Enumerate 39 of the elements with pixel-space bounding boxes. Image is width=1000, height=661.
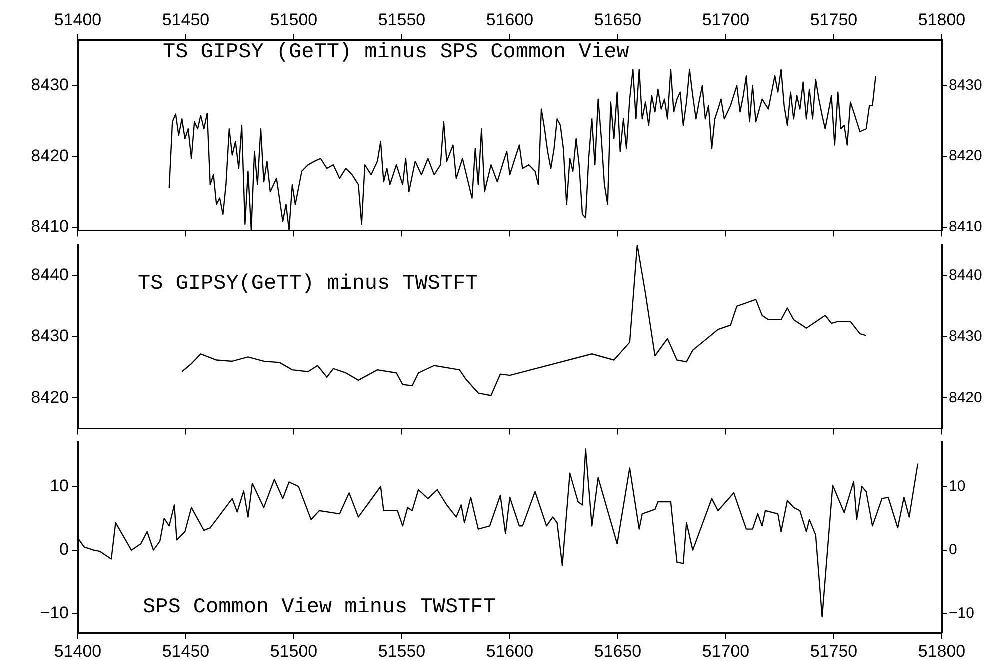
x-tick-label: 51550 <box>378 642 426 661</box>
y-tick-label: 8410 <box>31 216 69 236</box>
x2-tick-label: 51550 <box>378 10 426 30</box>
x2-tick-label: 51400 <box>54 10 102 30</box>
x2-tick-label: 51750 <box>810 10 858 30</box>
y-tick-label: 8420 <box>31 388 69 407</box>
y-tick-label: −10 <box>40 604 69 623</box>
y2-tick-label: −10 <box>949 605 974 622</box>
y-tick-label: 0 <box>60 540 69 560</box>
x-tick-label: 51600 <box>486 642 534 661</box>
chart-title: TS GIPSY (GeTT) minus SPS Common View <box>163 42 630 65</box>
x-tick-label: 51400 <box>54 642 102 661</box>
x2-tick-label: 51500 <box>270 10 318 30</box>
y2-tick-label: 8420 <box>949 148 982 165</box>
y-tick-label: 8420 <box>31 146 69 166</box>
x-tick-label: 51700 <box>702 642 750 661</box>
x2-tick-label: 51700 <box>702 10 750 30</box>
y-tick-label: 8430 <box>31 76 69 95</box>
x2-tick-label: 51800 <box>918 10 966 30</box>
y2-tick-label: 8430 <box>949 77 982 94</box>
y2-tick-label: 10 <box>949 478 966 496</box>
y-tick-label: 8430 <box>31 326 69 346</box>
y2-tick-label: 0 <box>949 542 958 559</box>
x-tick-label: 51650 <box>594 642 642 661</box>
x-tick-label: 51800 <box>918 642 966 661</box>
y-tick-label: 10 <box>50 476 69 496</box>
x2-tick-label: 51450 <box>162 10 210 30</box>
x-tick-label: 51750 <box>810 642 858 661</box>
y2-tick-label: 8430 <box>949 328 982 345</box>
y2-tick-label: 8410 <box>949 218 982 236</box>
text: SPS Common View minus TWSTFT <box>143 596 496 620</box>
x-tick-label: 51450 <box>162 642 210 661</box>
y2-tick-label: 8440 <box>949 266 982 284</box>
text: TS GIPSY(GeTT) minus TWSTFT <box>138 272 478 296</box>
y2-tick-label: 8420 <box>949 388 982 406</box>
y-tick-label: 8440 <box>31 265 69 284</box>
x2-tick-label: 51600 <box>486 10 534 30</box>
x-tick-label: 51500 <box>270 642 318 661</box>
x2-tick-label: 51650 <box>594 10 642 30</box>
